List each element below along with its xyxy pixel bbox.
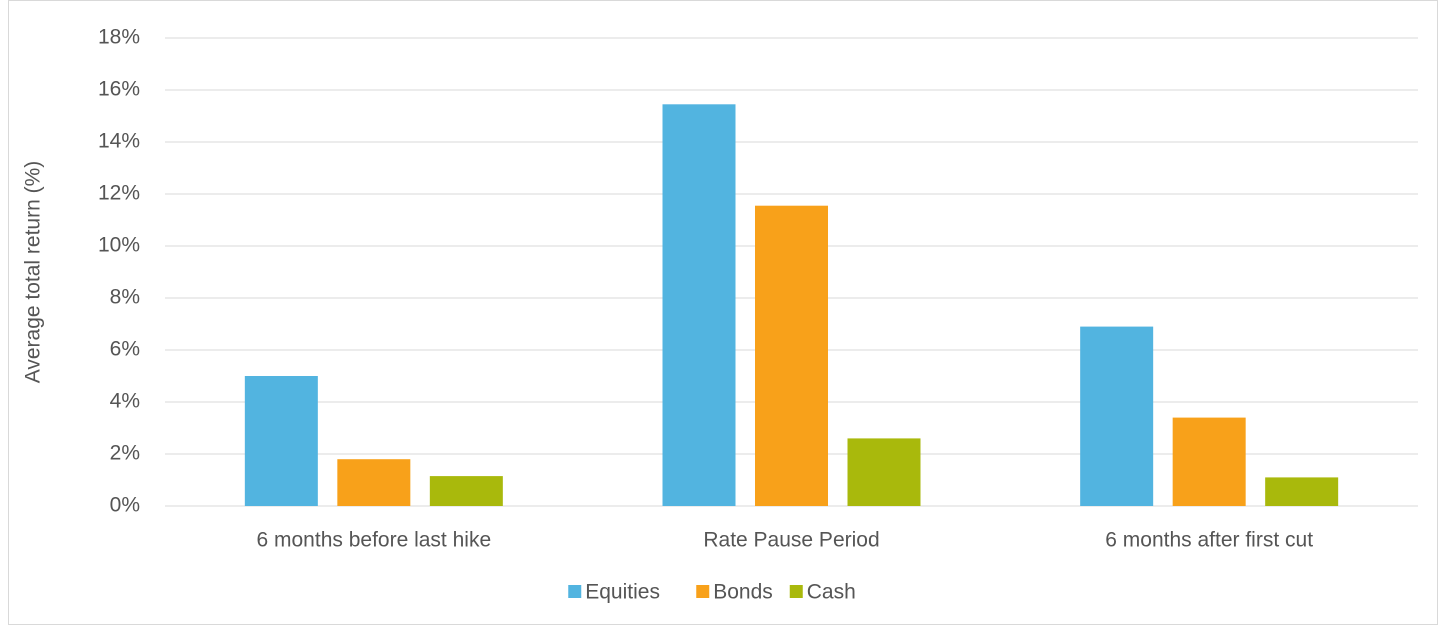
y-tick-label: 8% xyxy=(110,286,140,309)
legend-label: Cash xyxy=(807,581,856,604)
legend-swatch xyxy=(789,585,803,598)
bar xyxy=(337,459,411,506)
bar xyxy=(429,476,503,506)
bar xyxy=(662,104,736,507)
bar xyxy=(755,205,828,506)
bar xyxy=(847,438,921,506)
y-tick-label: 4% xyxy=(110,390,140,413)
y-tick-label: 10% xyxy=(98,234,140,257)
bar xyxy=(244,376,318,506)
bar xyxy=(1172,417,1246,506)
x-tick-label: 6 months after first cut xyxy=(1105,529,1313,552)
legend-swatch xyxy=(696,585,710,598)
y-tick-label: 16% xyxy=(98,78,140,101)
chart-frame xyxy=(8,0,1438,625)
bar xyxy=(1080,326,1154,506)
y-axis-label: Average total return (%) xyxy=(22,161,45,384)
y-tick-label: 18% xyxy=(98,26,140,49)
x-tick-label: Rate Pause Period xyxy=(703,529,879,552)
y-tick-label: 12% xyxy=(98,182,140,205)
legend-swatch xyxy=(568,585,582,598)
y-tick-label: 14% xyxy=(98,130,140,153)
x-tick-label: 6 months before last hike xyxy=(257,529,492,552)
y-tick-label: 6% xyxy=(110,338,140,361)
y-tick-label: 0% xyxy=(110,494,140,517)
bar xyxy=(1265,477,1339,506)
legend-label: Bonds xyxy=(713,581,773,604)
y-tick-label: 2% xyxy=(110,442,140,465)
legend-label: Equities xyxy=(585,581,660,604)
